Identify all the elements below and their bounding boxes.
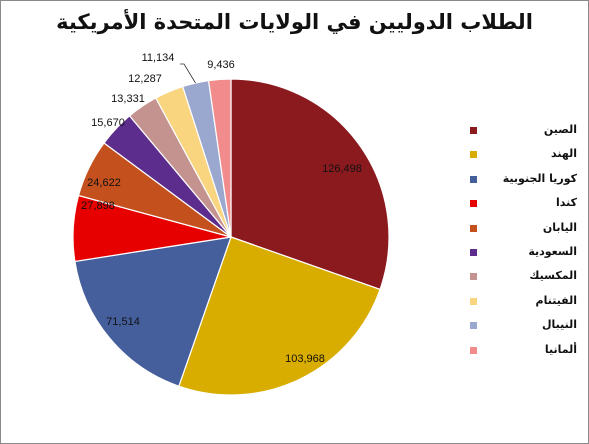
legend-item: النيبال [470, 318, 580, 342]
legend-label: اليابان [542, 220, 577, 234]
legend-swatch [470, 248, 477, 256]
data-label: 71,514 [106, 316, 140, 328]
legend-label: المكسيك [529, 269, 577, 283]
legend-swatch [470, 175, 477, 183]
legend-item: الصين [470, 123, 580, 147]
legend-item: كوريا الجنوبية [470, 172, 580, 196]
legend-item: الفيتنام [470, 294, 580, 318]
legend-label: السعودية [528, 244, 577, 258]
legend-swatch [470, 224, 477, 232]
data-label: 24,622 [87, 177, 121, 189]
pie-slice [230, 78, 390, 291]
legend-label: الهند [550, 147, 577, 161]
data-label: 12,287 [128, 73, 162, 85]
legend-item: ألمانيا [470, 343, 580, 367]
legend-label: كوريا الجنوبية [502, 171, 577, 185]
legend-swatch [470, 273, 477, 281]
data-label: 15,670 [91, 117, 125, 129]
pie-slice [74, 236, 232, 387]
legend-item: الهند [470, 147, 580, 171]
chart-title: الطلاب الدوليين في الولايات المتحدة الأم… [56, 10, 533, 34]
data-label: 103,968 [285, 353, 325, 365]
legend-item: اليابان [470, 221, 580, 245]
pie-slice [207, 78, 232, 238]
legend-item: السعودية [470, 245, 580, 269]
pie-slice [178, 236, 381, 396]
chart-legend: الصين الهند كوريا الجنوبية كندا اليابان السعو… [470, 123, 580, 367]
legend-swatch [470, 322, 477, 330]
data-label: 27,898 [81, 200, 115, 212]
legend-swatch [470, 346, 477, 354]
data-label: 11,134 [142, 52, 175, 64]
legend-label: الفيتنام [535, 293, 577, 307]
data-label: 126,498 [322, 163, 362, 175]
legend-swatch [470, 297, 477, 305]
legend-label: كندا [555, 196, 577, 210]
legend-label: الصين [543, 123, 577, 136]
legend-label: النيبال [541, 318, 577, 332]
data-label: 9,436 [207, 59, 235, 71]
legend-swatch [470, 127, 477, 134]
legend-item: كندا [470, 196, 580, 220]
legend-item: المكسيك [470, 269, 580, 293]
legend-label: ألمانيا [544, 342, 577, 356]
leader-line [180, 63, 196, 84]
legend-swatch [470, 200, 477, 208]
legend-swatch [470, 151, 477, 159]
data-label: 13,331 [111, 93, 145, 105]
